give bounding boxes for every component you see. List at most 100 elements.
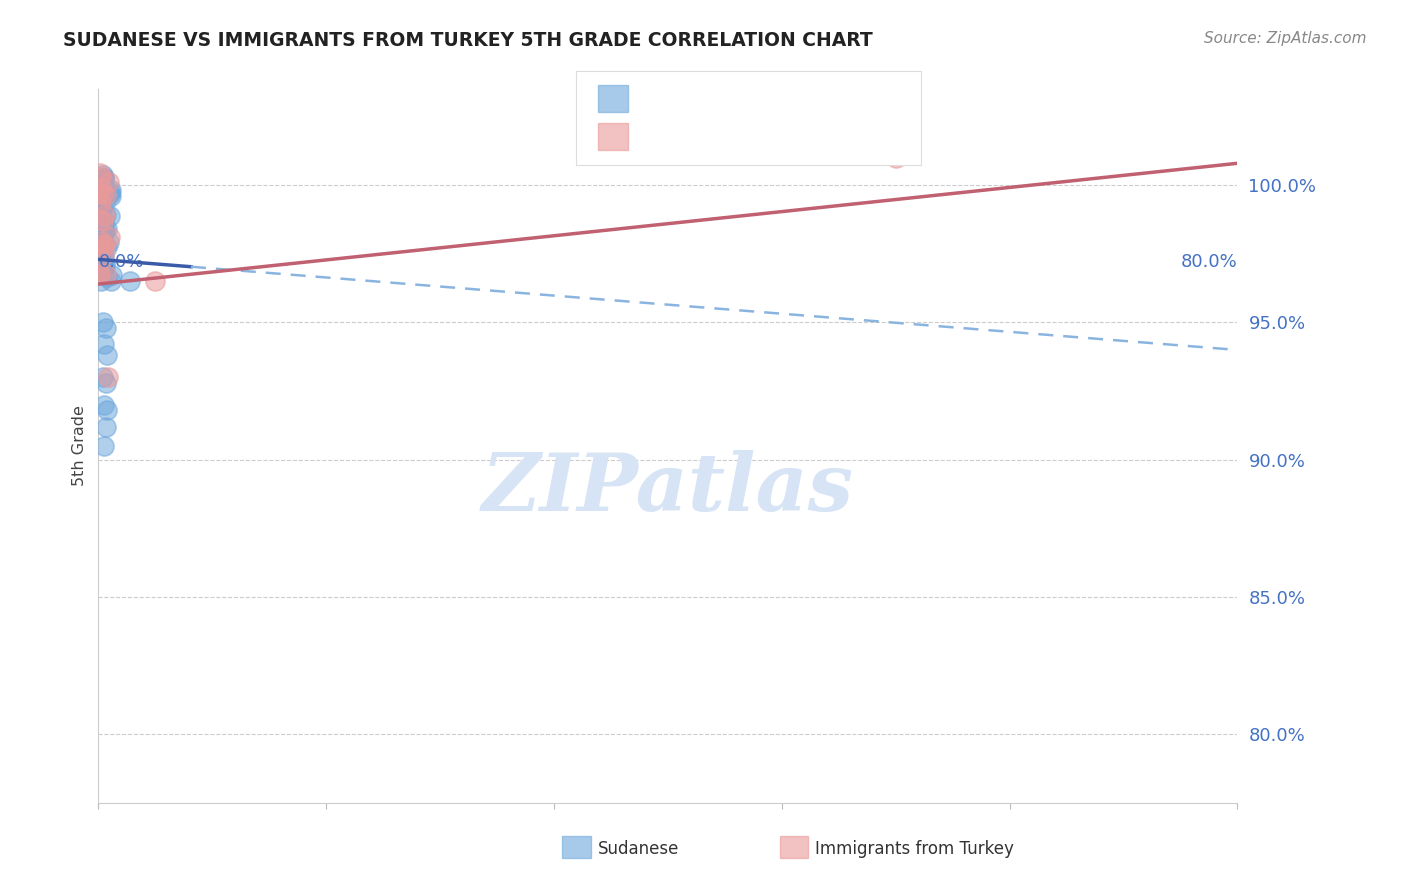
- Point: [90, 274, 112, 288]
- Point: [90, 228, 112, 243]
- Text: 0.287: 0.287: [676, 123, 731, 141]
- Point: [96, 209, 118, 223]
- Point: [90, 186, 112, 201]
- Point: [96, 222, 118, 236]
- Point: [91, 213, 114, 227]
- Point: [93, 337, 115, 351]
- Text: 68: 68: [803, 85, 827, 103]
- Point: [93, 237, 115, 252]
- Point: [98, 230, 121, 244]
- Point: [93, 225, 115, 239]
- Point: [98, 186, 121, 201]
- Point: [94, 184, 117, 198]
- Text: Source: ZipAtlas.com: Source: ZipAtlas.com: [1204, 31, 1367, 46]
- Point: [93, 215, 115, 229]
- Point: [93, 170, 115, 185]
- Point: [94, 256, 117, 270]
- Point: [96, 403, 118, 417]
- Point: [96, 240, 118, 254]
- Point: [89, 241, 111, 255]
- Point: [94, 419, 117, 434]
- Point: [90, 236, 112, 251]
- Point: [89, 202, 111, 216]
- Point: [93, 439, 115, 453]
- Point: [94, 208, 117, 222]
- Point: [145, 274, 167, 288]
- Text: ZIPatlas: ZIPatlas: [482, 450, 853, 527]
- Point: [93, 217, 115, 231]
- Point: [98, 185, 121, 199]
- Text: R =: R =: [637, 85, 675, 103]
- Point: [94, 223, 117, 237]
- Point: [89, 267, 111, 281]
- Point: [118, 274, 141, 288]
- Point: [90, 181, 112, 195]
- Point: [89, 267, 111, 281]
- Point: [90, 235, 112, 249]
- Text: Sudanese: Sudanese: [598, 840, 679, 858]
- Point: [91, 177, 114, 191]
- Text: Immigrants from Turkey: Immigrants from Turkey: [815, 840, 1014, 858]
- Point: [100, 274, 122, 288]
- Point: [98, 175, 121, 189]
- Point: [97, 235, 120, 249]
- Text: 22: 22: [803, 123, 827, 141]
- Point: [91, 222, 114, 236]
- Point: [89, 208, 111, 222]
- Point: [94, 376, 117, 390]
- Point: [93, 171, 115, 186]
- Point: [89, 268, 111, 282]
- Point: [89, 243, 111, 257]
- Point: [93, 223, 115, 237]
- Point: [96, 269, 118, 284]
- Point: [93, 170, 115, 185]
- Point: [90, 186, 112, 201]
- Point: [89, 181, 111, 195]
- Point: [90, 170, 112, 185]
- Point: [91, 258, 114, 272]
- Text: N =: N =: [752, 85, 801, 103]
- Text: N =: N =: [752, 123, 801, 141]
- Point: [91, 182, 114, 196]
- Point: [94, 195, 117, 210]
- Point: [91, 169, 114, 183]
- Point: [94, 187, 117, 202]
- Point: [90, 189, 112, 203]
- Point: [98, 209, 121, 223]
- Text: R =: R =: [637, 123, 675, 141]
- Point: [89, 186, 111, 201]
- Point: [91, 202, 114, 216]
- Point: [91, 316, 114, 330]
- Point: [90, 178, 112, 193]
- Text: 0.0%: 0.0%: [98, 253, 143, 271]
- Point: [89, 166, 111, 180]
- Text: SUDANESE VS IMMIGRANTS FROM TURKEY 5TH GRADE CORRELATION CHART: SUDANESE VS IMMIGRANTS FROM TURKEY 5TH G…: [63, 31, 873, 50]
- Point: [884, 151, 907, 165]
- Point: [90, 194, 112, 209]
- Text: -0.046: -0.046: [676, 85, 733, 103]
- Point: [91, 187, 114, 202]
- Point: [91, 370, 114, 384]
- Point: [90, 248, 112, 262]
- Point: [100, 183, 122, 197]
- Point: [91, 228, 114, 243]
- Point: [90, 224, 112, 238]
- Point: [100, 189, 122, 203]
- Point: [93, 248, 115, 262]
- Point: [89, 193, 111, 207]
- Point: [89, 191, 111, 205]
- Point: [90, 238, 112, 252]
- Point: [90, 227, 112, 242]
- Point: [89, 212, 111, 227]
- Point: [94, 267, 117, 281]
- Point: [90, 195, 112, 210]
- Point: [96, 348, 118, 362]
- Point: [90, 260, 112, 274]
- Point: [93, 398, 115, 412]
- Text: 80.0%: 80.0%: [1181, 253, 1237, 271]
- Point: [89, 244, 111, 258]
- Point: [91, 260, 114, 275]
- Point: [97, 370, 120, 384]
- Point: [94, 239, 117, 253]
- Y-axis label: 5th Grade: 5th Grade: [72, 406, 87, 486]
